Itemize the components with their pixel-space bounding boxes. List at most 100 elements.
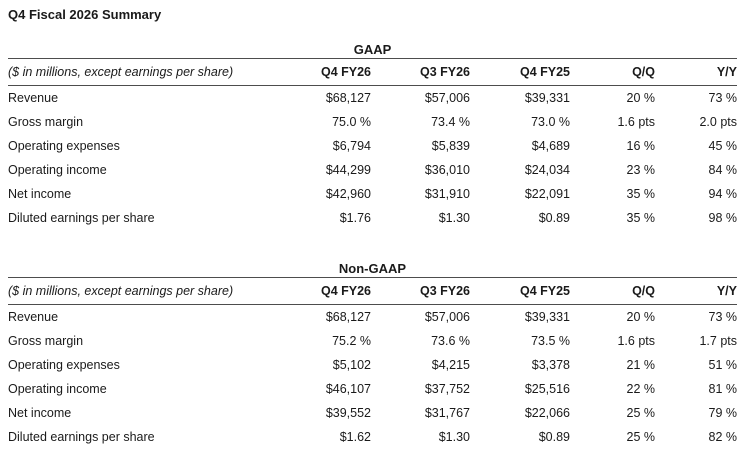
cell-value: $6,794 (332, 139, 371, 153)
cell-value: 75.2 % (332, 334, 371, 348)
gaap-table-body: Revenue $68,127 $57,006 $39,331 20 % 73 % Gros… (8, 86, 737, 231)
column-header-q3fy26: Q3 FY26 (419, 65, 470, 79)
section-heading-non-gaap: Non-GAAP (338, 261, 407, 276)
non-gaap-table: ($ in millions, except earnings per shar… (8, 277, 737, 449)
row-label: Operating income (8, 163, 107, 177)
cell-value: 81 % (708, 382, 738, 396)
row-label: Revenue (8, 91, 59, 105)
table-row: Net income $42,960 $31,910 $22,091 35 % 94 % (8, 182, 737, 206)
column-header-q4fy25: Q4 FY25 (519, 65, 570, 79)
cell-value: $1.76 (339, 211, 371, 225)
row-label: Gross margin (8, 334, 84, 348)
cell-value: 21 % (626, 358, 656, 372)
table-row: Gross margin 75.0 % 73.4 % 73.0 % 1.6 pts 2.0… (8, 110, 737, 134)
cell-value: 73.6 % (431, 334, 470, 348)
cell-value: $31,910 (424, 187, 470, 201)
cell-value: $25,516 (524, 382, 570, 396)
gaap-header-row: ($ in millions, except earnings per shar… (8, 58, 737, 86)
cell-value: $42,960 (325, 187, 371, 201)
section-non-gaap: Non-GAAP ($ in millions, except earnings… (8, 261, 737, 449)
cell-value: 2.0 pts (699, 115, 737, 129)
cell-value: 20 % (626, 310, 656, 324)
row-label: Diluted earnings per share (8, 211, 155, 225)
cell-value: $22,091 (524, 187, 570, 201)
cell-value: $39,552 (325, 406, 371, 420)
cell-value: 94 % (708, 187, 738, 201)
cell-value: $5,839 (431, 139, 470, 153)
cell-value: 73.4 % (431, 115, 470, 129)
gaap-table: ($ in millions, except earnings per shar… (8, 58, 737, 230)
column-header-qq: Q/Q (632, 65, 655, 79)
cell-value: $39,331 (524, 91, 570, 105)
table-row: Diluted earnings per share $1.76 $1.30 $0.8… (8, 206, 737, 230)
cell-value: 25 % (626, 430, 656, 444)
cell-value: $44,299 (325, 163, 371, 177)
cell-value: 20 % (626, 91, 656, 105)
cell-value: 73 % (708, 310, 738, 324)
cell-value: 22 % (626, 382, 656, 396)
cell-value: $5,102 (332, 358, 371, 372)
non-gaap-table-body: Revenue $68,127 $57,006 $39,331 20 % 73 % Gros… (8, 305, 737, 450)
page-title: Q4 Fiscal 2026 Summary (8, 7, 162, 22)
column-header-q4fy25: Q4 FY25 (519, 284, 570, 298)
cell-value: $0.89 (538, 211, 570, 225)
table-row: Gross margin 75.2 % 73.6 % 73.5 % 1.6 pts 1.7… (8, 329, 737, 353)
cell-value: $1.30 (438, 430, 470, 444)
row-label: Net income (8, 187, 72, 201)
cell-value: $68,127 (325, 91, 371, 105)
cell-value: $0.89 (538, 430, 570, 444)
cell-value: $46,107 (325, 382, 371, 396)
cell-value: 16 % (626, 139, 656, 153)
row-label: Revenue (8, 310, 59, 324)
row-label: Net income (8, 406, 72, 420)
cell-value: $1.62 (339, 430, 371, 444)
cell-value: 73.5 % (531, 334, 570, 348)
cell-value: $37,752 (424, 382, 470, 396)
column-header-qq: Q/Q (632, 284, 655, 298)
table-row: Operating expenses $6,794 $5,839 $4,689 16 %… (8, 134, 737, 158)
column-header-yy: Y/Y (716, 284, 737, 298)
cell-value: 35 % (626, 211, 656, 225)
column-header-q4fy26: Q4 FY26 (320, 284, 371, 298)
cell-value: $1.30 (438, 211, 470, 225)
cell-value: 1.7 pts (699, 334, 737, 348)
cell-value: $68,127 (325, 310, 371, 324)
cell-value: $3,378 (531, 358, 570, 372)
cell-value: $4,215 (431, 358, 470, 372)
non-gaap-header-row: ($ in millions, except earnings per shar… (8, 277, 737, 305)
cell-value: 82 % (708, 430, 738, 444)
section-gaap: GAAP ($ in millions, except earnings per… (8, 42, 737, 230)
cell-value: $36,010 (424, 163, 470, 177)
table-row: Revenue $68,127 $57,006 $39,331 20 % 73 % (8, 305, 737, 330)
column-header-q3fy26: Q3 FY26 (419, 284, 470, 298)
row-label: Operating income (8, 382, 107, 396)
cell-value: 73 % (708, 91, 738, 105)
cell-value: $57,006 (424, 91, 470, 105)
cell-value: $4,689 (531, 139, 570, 153)
table-row: Operating income $46,107 $37,752 $25,516 22 … (8, 377, 737, 401)
cell-value: $39,331 (524, 310, 570, 324)
row-label: Operating expenses (8, 358, 120, 372)
column-header-q4fy26: Q4 FY26 (320, 65, 371, 79)
section-heading-gaap: GAAP (353, 42, 392, 57)
cell-value: 1.6 pts (617, 115, 655, 129)
cell-value: 75.0 % (332, 115, 371, 129)
column-header-yy: Y/Y (716, 65, 737, 79)
row-label: Gross margin (8, 115, 84, 129)
cell-value: 1.6 pts (617, 334, 655, 348)
cell-value: 84 % (708, 163, 738, 177)
table-row: Net income $39,552 $31,767 $22,066 25 % 79 % (8, 401, 737, 425)
cell-value: 51 % (708, 358, 738, 372)
cell-value: 79 % (708, 406, 738, 420)
cell-value: 35 % (626, 187, 656, 201)
cell-value: 45 % (708, 139, 738, 153)
cell-value: $57,006 (424, 310, 470, 324)
cell-value: $24,034 (524, 163, 570, 177)
cell-value: $22,066 (524, 406, 570, 420)
table-caption: ($ in millions, except earnings per shar… (8, 284, 234, 298)
cell-value: 98 % (708, 211, 738, 225)
cell-value: 25 % (626, 406, 656, 420)
table-caption: ($ in millions, except earnings per shar… (8, 65, 234, 79)
table-row: Operating income $44,299 $36,010 $24,034 23 … (8, 158, 737, 182)
